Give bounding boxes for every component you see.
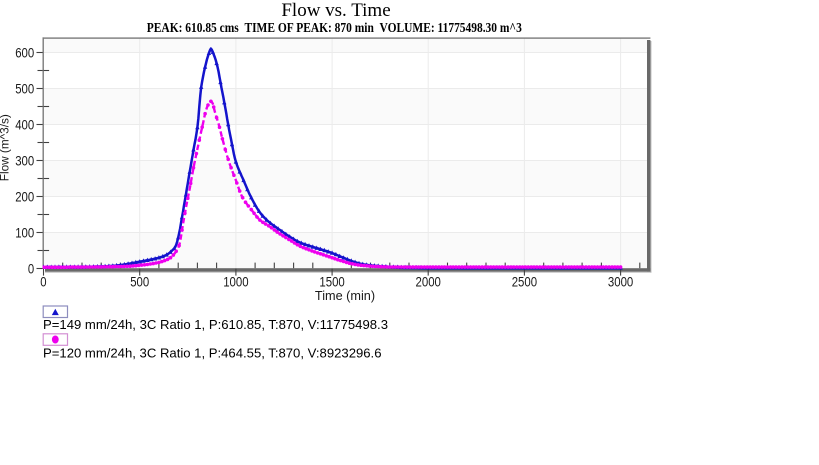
- svg-text:1000: 1000: [223, 274, 249, 290]
- svg-text:1500: 1500: [319, 274, 345, 290]
- svg-text:0: 0: [28, 261, 34, 277]
- svg-text:Time (min): Time (min): [315, 289, 375, 303]
- svg-text:500: 500: [130, 274, 149, 290]
- svg-text:3000: 3000: [608, 274, 634, 290]
- svg-text:2500: 2500: [512, 274, 538, 290]
- svg-text:P=120 mm/24h, 3C Ratio 1, P:46: P=120 mm/24h, 3C Ratio 1, P:464.55, T:87…: [43, 347, 382, 361]
- svg-text:P=149 mm/24h, 3C Ratio 1, P:61: P=149 mm/24h, 3C Ratio 1, P:610.85, T:87…: [43, 318, 388, 332]
- svg-text:100: 100: [15, 225, 34, 241]
- svg-text:300: 300: [15, 153, 34, 169]
- svg-text:0: 0: [40, 274, 46, 290]
- svg-text:600: 600: [15, 45, 34, 61]
- svg-text:Flow (m^3/s): Flow (m^3/s): [0, 114, 12, 181]
- svg-text:PEAK: 610.85 cms TIME OF PEAK: PEAK: 610.85 cms TIME OF PEAK: 870 min V…: [147, 20, 522, 35]
- svg-text:500: 500: [15, 81, 34, 97]
- svg-text:200: 200: [15, 189, 34, 205]
- svg-text:Flow vs. Time: Flow vs. Time: [281, 0, 390, 21]
- svg-text:400: 400: [15, 117, 34, 133]
- svg-text:2000: 2000: [416, 274, 442, 290]
